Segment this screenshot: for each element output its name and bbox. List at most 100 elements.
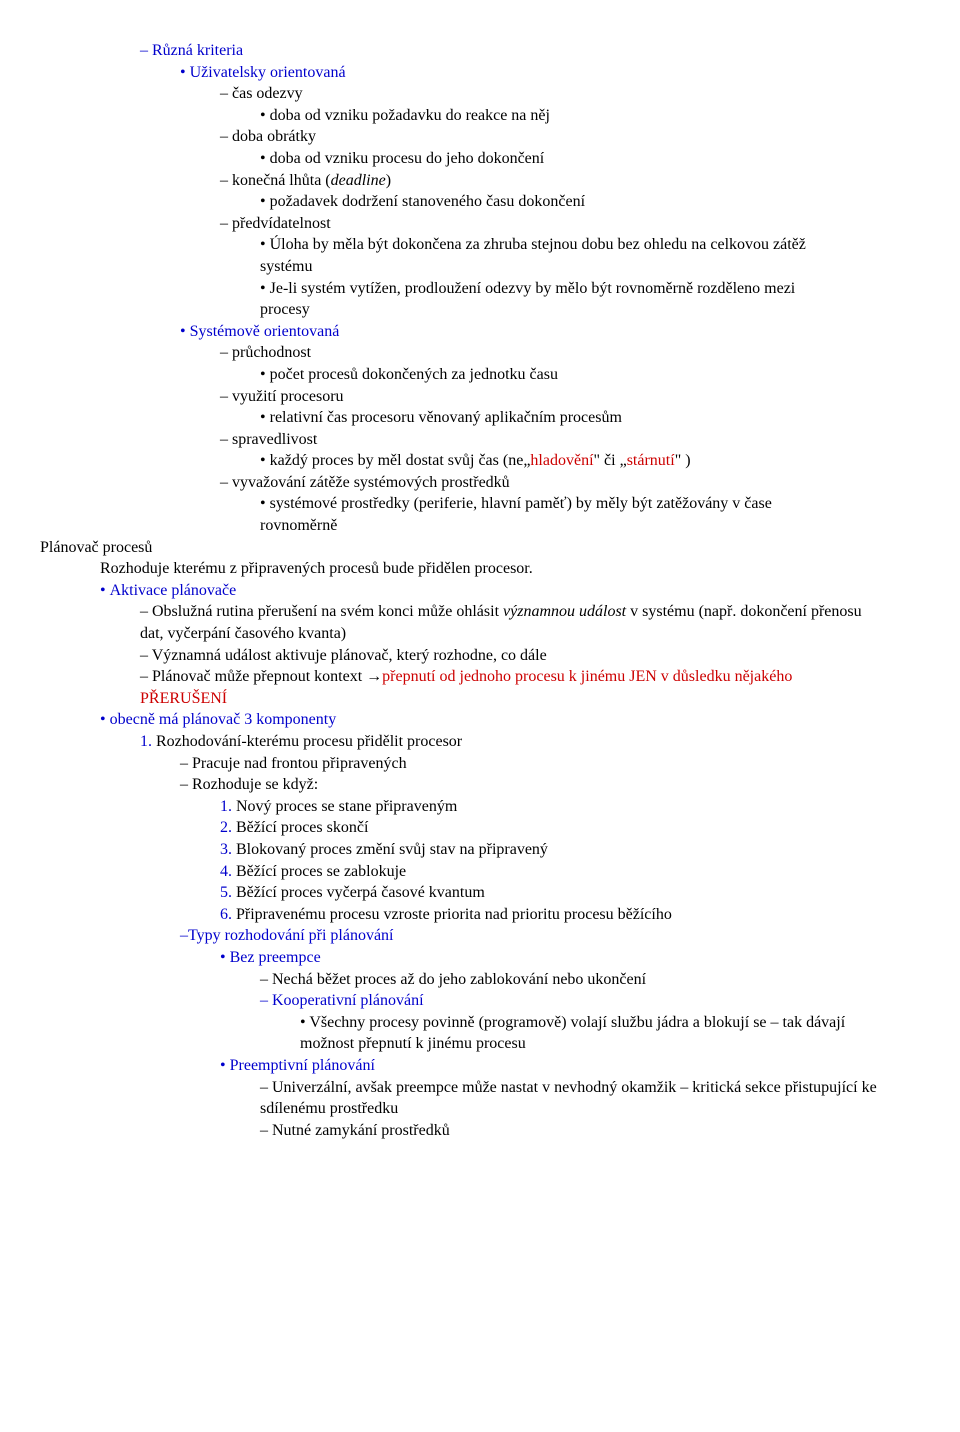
item-pracuje: Pracuje nad frontou připravených [180,753,900,775]
item-planovac-muze: Plánovač může přepnout kontext →přepnutí… [140,666,900,709]
item-relativni: relativní čas procesoru věnovaný aplikač… [260,407,900,429]
item-doba-obratky: doba obrátky [220,126,900,148]
text: Všechny procesy povinně (programově) vol… [300,1014,845,1053]
text: spravedlivost [232,431,317,448]
item-systemove: Systémově orientovaná [180,321,900,343]
num: 2. [220,819,236,836]
text-starnuti: stárnutí [627,452,675,469]
text-vyznamnou: významnou událost [503,603,626,620]
num: 1. [220,798,236,815]
text: Různá kriteria [152,42,243,59]
text: Plánovač může přepnout kontext → [152,668,382,685]
text: systémové prostředky (periferie, hlavní … [260,495,772,534]
item-systemove-prost: systémové prostředky (periferie, hlavní … [260,493,900,536]
item-jeli: Je-li systém vytížen, prodloužení odezvy… [260,278,900,321]
item-r5: 5. Běžící proces vyčerpá časové kvantum [220,882,900,904]
item-r2: 2. Běžící proces skončí [220,817,900,839]
item-rozhoduje: Rozhoduje kterému z připravených procesů… [100,558,900,580]
text: Systémově orientovaná [190,323,340,340]
text: " či „ [594,452,627,469]
item-doba-od-vzniku-proc: doba od vzniku procesu do jeho dokončení [260,148,900,170]
text: Obslužná rutina přerušení na svém konci … [152,603,503,620]
item-uloha: Úloha by měla být dokončena za zhruba st… [260,234,900,277]
item-pocet: počet procesů dokončených za jednotku ča… [260,364,900,386]
item-necha: Nechá běžet proces až do jeho zablokován… [260,969,900,991]
text: Nový proces se stane připraveným [236,798,457,815]
text: Bez preempce [230,949,321,966]
item-obecne: obecně má plánovač 3 komponenty [100,709,900,731]
item-doba-od-vzniku: doba od vzniku požadavku do reakce na ně… [260,105,900,127]
text: Úloha by měla být dokončena za zhruba st… [260,236,806,275]
item-kazdy: každý proces by měl dostat svůj čas (ne„… [260,450,900,472]
num: 6. [220,906,236,923]
text: čas odezvy [232,85,303,102]
text: Uživatelsky orientovaná [190,64,346,81]
text: Je-li systém vytížen, prodloužení odezvy… [260,280,795,319]
text: doba od vzniku požadavku do reakce na ně… [270,107,550,124]
item-typy: –Typy rozhodování při plánování [180,925,900,947]
text: počet procesů dokončených za jednotku ča… [270,366,558,383]
text: Běžící proces skončí [236,819,368,836]
num: 3. [220,841,236,858]
item-r1: 1. Nový proces se stane připraveným [220,796,900,818]
text: průchodnost [232,344,311,361]
text: požadavek dodržení stanoveného času doko… [270,193,585,210]
item-nutne: Nutné zamykání prostředků [260,1120,900,1142]
text: Preemptivní plánování [230,1057,375,1074]
text: Plánovač procesů [40,539,152,556]
item-predvidatelnost: předvídatelnost [220,213,900,235]
item-obsluzna: Obslužná rutina přerušení na svém konci … [140,601,900,644]
item-r6: 6. Připravenému procesu vzroste priorita… [220,904,900,926]
item-pruchodnost: průchodnost [220,342,900,364]
text: konečná lhůta ( [232,172,331,189]
item-univerzalni: Univerzální, avšak preempce může nastat … [260,1077,900,1120]
text: Blokovaný proces změní svůj stav na přip… [236,841,548,858]
text: relativní čas procesoru věnovaný aplikač… [270,409,622,426]
text: využití procesoru [232,388,344,405]
text: Rozhoduje kterému z připravených procesů… [100,560,533,577]
item-pozadavek: požadavek dodržení stanoveného času doko… [260,191,900,213]
text: Univerzální, avšak preempce může nastat … [260,1079,877,1118]
item-vyvazovani: vyvažování zátěže systémových prostředků [220,472,900,494]
text-hladoveni: hladovění [530,452,593,469]
item-rozhoduje-se: Rozhoduje se když: [180,774,900,796]
item-konecna-lhuta: konečná lhůta (deadline) [220,170,900,192]
item-kooperativni: Kooperativní plánování [260,990,900,1012]
item-vyuziti: využití procesoru [220,386,900,408]
text: doba od vzniku procesu do jeho dokončení [270,150,545,167]
text: Nutné zamykání prostředků [272,1122,450,1139]
item-aktivace: Aktivace plánovače [100,580,900,602]
text: Rozhodování-kterému procesu přidělit pro… [156,733,462,750]
text: vyvažování zátěže systémových prostředků [232,474,510,491]
item-cas-odezvy: čas odezvy [220,83,900,105]
text: každý proces by měl dostat svůj čas (ne„ [270,452,531,469]
num: 1. [140,733,156,750]
text: Kooperativní plánování [272,992,424,1009]
text: Připravenému procesu vzroste priorita na… [236,906,672,923]
text: Typy rozhodování při plánování [188,927,394,944]
item-preemptivni: Preemptivní plánování [220,1055,900,1077]
heading-planovac: Plánovač procesů [40,537,900,559]
item-r4: 4. Běžící proces se zablokuje [220,861,900,883]
text: Nechá běžet proces až do jeho zablokován… [272,971,646,988]
text: Rozhoduje se když: [192,776,318,793]
text: doba obrátky [232,128,316,145]
item-uzivatelsky: Uživatelsky orientovaná [180,62,900,84]
text: Aktivace plánovače [110,582,237,599]
text-deadline: deadline [331,172,386,189]
text: obecně má plánovač 3 komponenty [110,711,337,728]
num: 5. [220,884,236,901]
item-r3: 3. Blokovaný proces změní svůj stav na p… [220,839,900,861]
text: předvídatelnost [232,215,331,232]
item-rozhodovani: 1. Rozhodování-kterému procesu přidělit … [140,731,900,753]
item-spravedlivost: spravedlivost [220,429,900,451]
text: " ) [675,452,691,469]
text: Pracuje nad frontou připravených [192,755,407,772]
text: Běžící proces se zablokuje [236,863,406,880]
item-vsechny: Všechny procesy povinně (programově) vol… [300,1012,900,1055]
num: 4. [220,863,236,880]
text: Významná událost aktivuje plánovač, kter… [152,647,547,664]
item-vyznamna: Významná událost aktivuje plánovač, kter… [140,645,900,667]
item-bez-preempce: Bez preempce [220,947,900,969]
text: ) [386,172,391,189]
